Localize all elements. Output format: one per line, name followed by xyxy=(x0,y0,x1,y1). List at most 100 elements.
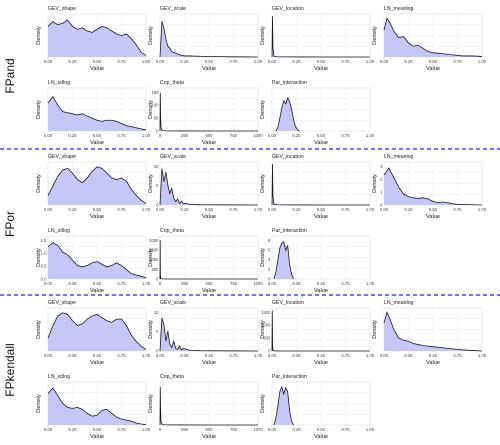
x-tick-label: 1.00 xyxy=(478,207,487,212)
panel-FPand-Par_interaction: Par_interaction 0.00 0.25 0.50 0.75 1.00 Value… xyxy=(260,80,375,146)
x-tick-label: 0.75 xyxy=(341,281,350,286)
panel-FPand-Cop_theta: Cop_theta 0 250 500 750 1000 0 50 100 150 Value Den… xyxy=(148,80,263,146)
x-tick-label: 1.00 xyxy=(254,353,263,358)
y-tick-label: 0 xyxy=(268,349,271,354)
density-line xyxy=(159,317,259,352)
x-tick-label: 1.00 xyxy=(366,207,375,212)
panel-title: GEV_location xyxy=(272,154,304,160)
y-axis-label: Density xyxy=(148,248,154,267)
density-line xyxy=(47,387,147,426)
panel-FPkendall-GEV_scale: GEV_scale 0.00 0.25 0.50 0.75 1.00 0 5 10 Value De… xyxy=(148,300,263,366)
y-axis-label: Density xyxy=(36,26,42,45)
x-tick-label: 0.00 xyxy=(156,207,165,212)
x-axis-label: Value xyxy=(314,140,328,146)
y-tick-label: 1500 xyxy=(149,247,159,252)
x-tick-label: 0.75 xyxy=(453,59,462,64)
x-tick-label: 0.25 xyxy=(68,133,77,138)
density-line xyxy=(273,241,294,280)
x-tick-label: 0.50 xyxy=(317,427,326,432)
density-area xyxy=(384,18,482,57)
y-tick-label: 10 xyxy=(154,310,159,315)
y-tick-label: 2000 xyxy=(149,238,159,243)
x-axis-label: Value xyxy=(202,434,216,440)
x-axis-label: Value xyxy=(90,288,104,294)
x-tick-label: 0.00 xyxy=(268,281,277,286)
x-tick-label: 0.00 xyxy=(268,207,277,212)
x-tick-label: 1.00 xyxy=(142,281,151,286)
x-tick-label: 0.25 xyxy=(180,59,189,64)
x-tick-label: 0.50 xyxy=(93,427,102,432)
x-tick-label: 1.00 xyxy=(142,133,151,138)
x-tick-label: 1.00 xyxy=(366,133,375,138)
x-axis-label: Value xyxy=(90,214,104,220)
x-tick-label: 0.50 xyxy=(429,59,438,64)
x-tick-label: 0.75 xyxy=(453,207,462,212)
x-tick-label: 1.00 xyxy=(366,353,375,358)
panel-FPor-GEV_scale: GEV_scale 0.00 0.25 0.50 0.75 1.00 0 5 10 Value De… xyxy=(148,154,263,220)
group-label-FPkendall: FPkendall xyxy=(3,343,17,396)
panel-title: GEV_location xyxy=(272,6,304,12)
y-axis-label: Density xyxy=(260,248,266,267)
y-tick-label: 150 xyxy=(152,90,160,95)
density-line xyxy=(383,17,483,57)
density-line xyxy=(47,19,147,56)
density-line xyxy=(383,167,483,206)
panel-FPand-GEV_location: GEV_location 0.00 0.25 0.50 0.75 1.00 Value Den… xyxy=(260,6,375,72)
y-axis-label: Density xyxy=(148,394,154,413)
x-tick-label: 0.50 xyxy=(317,133,326,138)
x-tick-label: 0.50 xyxy=(93,133,102,138)
x-tick-label: 0.50 xyxy=(205,59,214,64)
x-tick-label: 0.00 xyxy=(44,353,53,358)
x-tick-label: 0.50 xyxy=(317,281,326,286)
x-tick-label: 0.75 xyxy=(229,353,238,358)
x-axis-label: Value xyxy=(202,66,216,72)
y-tick-label: 0 xyxy=(156,203,159,208)
x-tick-label: 0.75 xyxy=(229,207,238,212)
x-tick-label: 1.00 xyxy=(366,59,375,64)
group-label-FPand: FPand xyxy=(3,58,17,93)
x-tick-label: 0.50 xyxy=(429,353,438,358)
panel-title: Cop_theta xyxy=(160,80,184,86)
x-tick-label: 0.75 xyxy=(341,353,350,358)
x-tick-label: 0.00 xyxy=(268,133,277,138)
x-axis-label: Value xyxy=(90,360,104,366)
x-tick-label: 0.25 xyxy=(180,207,189,212)
x-tick-label: 0.75 xyxy=(117,207,126,212)
density-line xyxy=(159,387,259,426)
panel-FPand-LN_meanlog: LN_meanlog 0.00 0.25 0.50 0.75 1.00 Value Densi… xyxy=(372,6,487,72)
panel-title: Par_interaction xyxy=(272,374,307,380)
density-line xyxy=(47,242,147,279)
density-line xyxy=(271,16,371,58)
y-axis-label: Density xyxy=(260,394,266,413)
panel-title: Par_interaction xyxy=(272,80,307,86)
y-axis-label: Density xyxy=(148,174,154,193)
y-tick-label: 2 xyxy=(380,177,383,182)
panel-title: GEV_shape xyxy=(48,6,76,12)
x-tick-label: 750 xyxy=(230,281,238,286)
x-tick-label: 1000 xyxy=(253,133,263,138)
x-tick-label: 0.75 xyxy=(341,133,350,138)
x-axis-label: Value xyxy=(202,214,216,220)
x-tick-label: 0.50 xyxy=(205,207,214,212)
x-tick-label: 0.00 xyxy=(156,59,165,64)
density-line xyxy=(47,95,147,131)
density-line xyxy=(383,311,483,352)
panel-FPor-Cop_theta: Cop_theta 0 250 500 750 1000 0 500 1000 1500 2000 V… xyxy=(148,228,263,294)
x-tick-label: 0.75 xyxy=(117,281,126,286)
x-tick-label: 0 xyxy=(159,281,162,286)
x-tick-label: 500 xyxy=(206,281,214,286)
x-tick-label: 0.50 xyxy=(205,353,214,358)
y-axis-label: Density xyxy=(260,174,266,193)
x-tick-label: 0.25 xyxy=(68,281,77,286)
y-tick-label: 10 xyxy=(154,164,159,169)
panel-FPor-LN_meanlog: LN_meanlog 0.00 0.25 0.50 0.75 1.00 0 1 2 3 Value D… xyxy=(372,154,487,220)
x-tick-label: 0.00 xyxy=(380,59,389,64)
density-line xyxy=(159,168,259,206)
x-tick-label: 1.00 xyxy=(142,207,151,212)
y-axis-label: Density xyxy=(148,26,154,45)
x-tick-label: 0.75 xyxy=(117,427,126,432)
x-axis-label: Value xyxy=(90,434,104,440)
panel-FPor-GEV_location: GEV_location 0.00 0.25 0.50 0.75 1.00 Value Den… xyxy=(260,154,375,220)
y-tick-label: 1500 xyxy=(261,310,271,315)
